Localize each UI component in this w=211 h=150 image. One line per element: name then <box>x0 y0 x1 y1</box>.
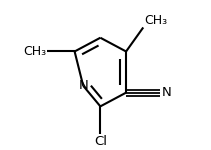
Text: N: N <box>78 79 88 92</box>
Text: Cl: Cl <box>94 135 107 148</box>
Text: N: N <box>161 86 171 99</box>
Text: CH₃: CH₃ <box>23 45 46 58</box>
Text: CH₃: CH₃ <box>144 14 167 27</box>
